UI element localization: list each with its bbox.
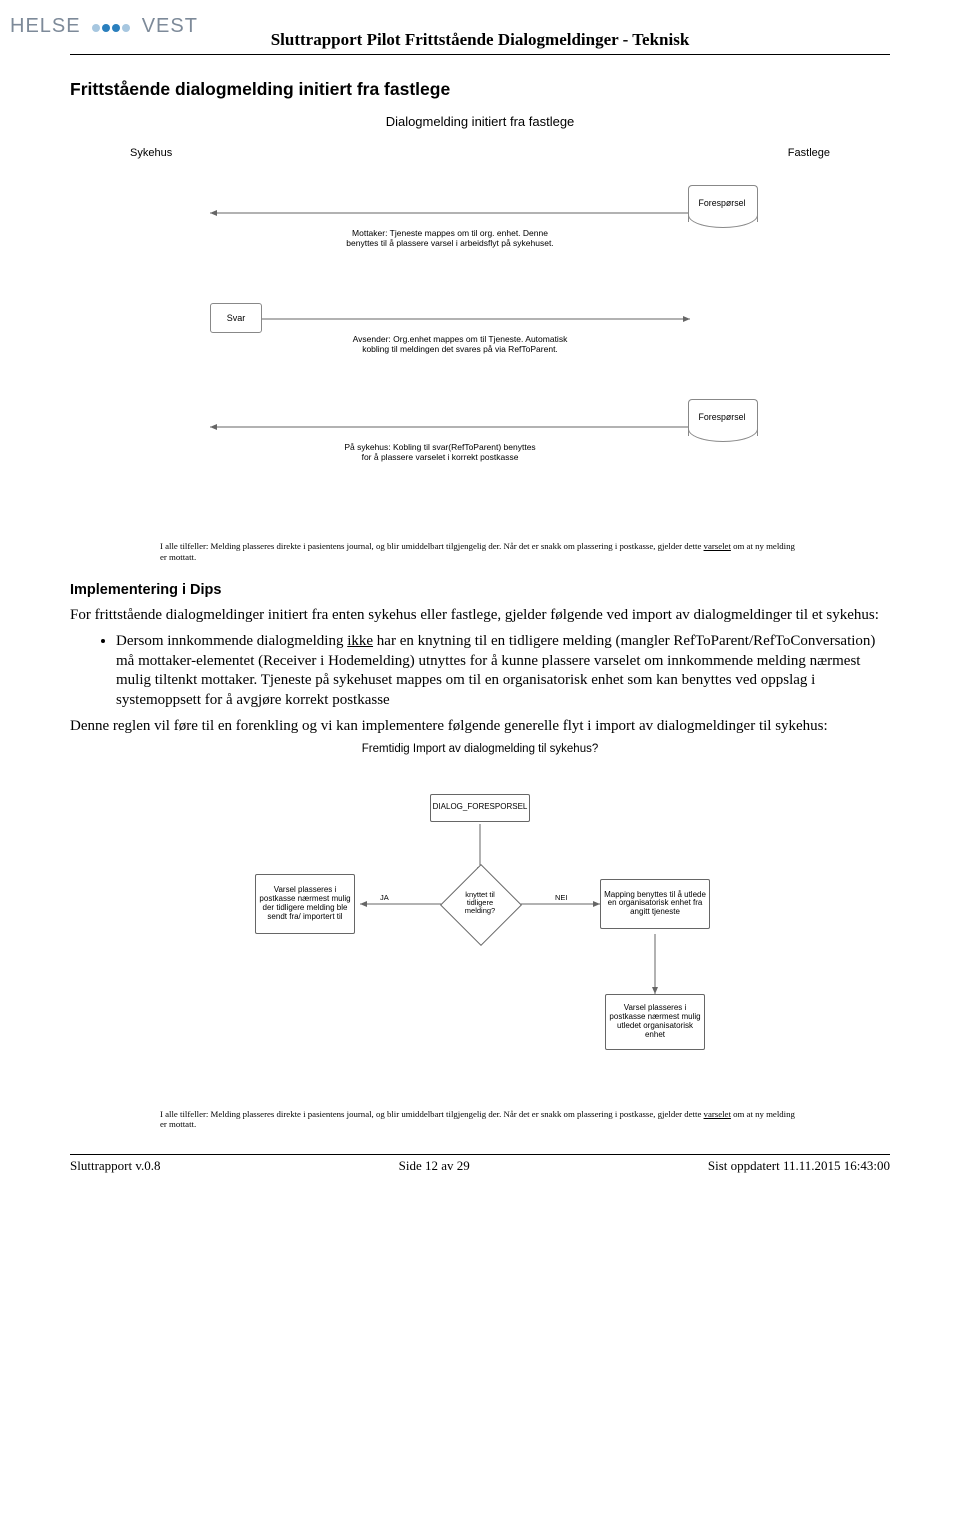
diagram1-role-right: Fastlege (788, 147, 830, 159)
section2-bullet-list: Dersom innkommende dialogmelding ikke ha… (70, 632, 890, 711)
diagram2-container: Fremtidig Import av dialogmelding til sy… (70, 743, 890, 1130)
diagram2-diamond-label: knyttet til tidligere melding? (452, 891, 508, 915)
diagram1-doc2-label: Forespørsel (670, 413, 774, 422)
section2-conclusion: Denne reglen vil føre til en forenkling … (70, 717, 890, 737)
diagram1-container: Dialogmelding initiert fra fastlege Syke… (70, 114, 890, 562)
diagram2-box-top: DIALOG_FORESPORSEL (430, 794, 530, 822)
footer-center: Side 12 av 29 (399, 1158, 470, 1174)
diagram2-box-bottom: Varsel plasseres i postkasse nærmest mul… (605, 994, 705, 1050)
bullet-underlined: ikke (347, 633, 373, 649)
logo-right-text: VEST (142, 15, 198, 37)
diagram1-note2: Avsender: Org.enhet mappes om til Tjenes… (340, 335, 580, 355)
diagram2-label-nei: NEI (555, 893, 568, 902)
diagram2: DIALOG_FORESPORSEL knyttet til tidligere… (160, 769, 800, 1099)
diagram2-box-left: Varsel plasseres i postkasse nærmest mul… (255, 874, 355, 934)
bullet-pre: Dersom innkommende dialogmelding (116, 633, 347, 649)
section-heading-1: Frittstående dialogmelding initiert fra … (70, 79, 890, 100)
logo-left-text: HELSE (10, 15, 81, 37)
diagram1-footnote-pre: I alle tilfeller: Melding plasseres dire… (160, 541, 704, 551)
diagram2-title: Fremtidig Import av dialogmelding til sy… (70, 743, 890, 755)
section2-heading: Implementering i Dips (70, 582, 890, 598)
section2-intro: For frittstående dialogmeldinger initier… (70, 606, 890, 626)
footer-right: Sist oppdatert 11.11.2015 16:43:00 (708, 1158, 890, 1174)
diagram2-label-ja: JA (380, 893, 389, 902)
footer-left: Sluttrapport v.0.8 (70, 1158, 161, 1174)
diagram2-footnote-pre: I alle tilfeller: Melding plasseres dire… (160, 1109, 704, 1119)
diagram1-footnote-underlined: varselet (704, 541, 731, 551)
diagram1-footnote: I alle tilfeller: Melding plasseres dire… (160, 535, 800, 562)
diagram1-doc1-label: Forespørsel (670, 199, 774, 208)
diagram1: Sykehus Fastlege Forespørsel Mottaker: T… (130, 147, 830, 527)
diagram1-title: Dialogmelding initiert fra fastlege (70, 114, 890, 129)
diagram1-note3: På sykehus: Kobling til svar(RefToParent… (340, 443, 540, 463)
diagram1-note1: Mottaker: Tjeneste mappes om til org. en… (340, 229, 560, 249)
diagram1-svar: Svar (210, 303, 262, 333)
diagram2-footnote: I alle tilfeller: Melding plasseres dire… (160, 1103, 800, 1130)
diagram2-footnote-underlined: varselet (704, 1109, 731, 1119)
diagram2-box-right: Mapping benyttes til å utlede en organis… (600, 879, 710, 929)
brand-logo: HELSE VEST (10, 15, 198, 38)
logo-dots-icon (91, 15, 131, 38)
page-footer: Sluttrapport v.0.8 Side 12 av 29 Sist op… (70, 1154, 890, 1174)
section2-bullet-1: Dersom innkommende dialogmelding ikke ha… (116, 632, 890, 711)
document-page: HELSE VEST Sluttrapport Pilot Frittståen… (0, 0, 960, 1194)
diagram1-role-left: Sykehus (130, 147, 172, 159)
